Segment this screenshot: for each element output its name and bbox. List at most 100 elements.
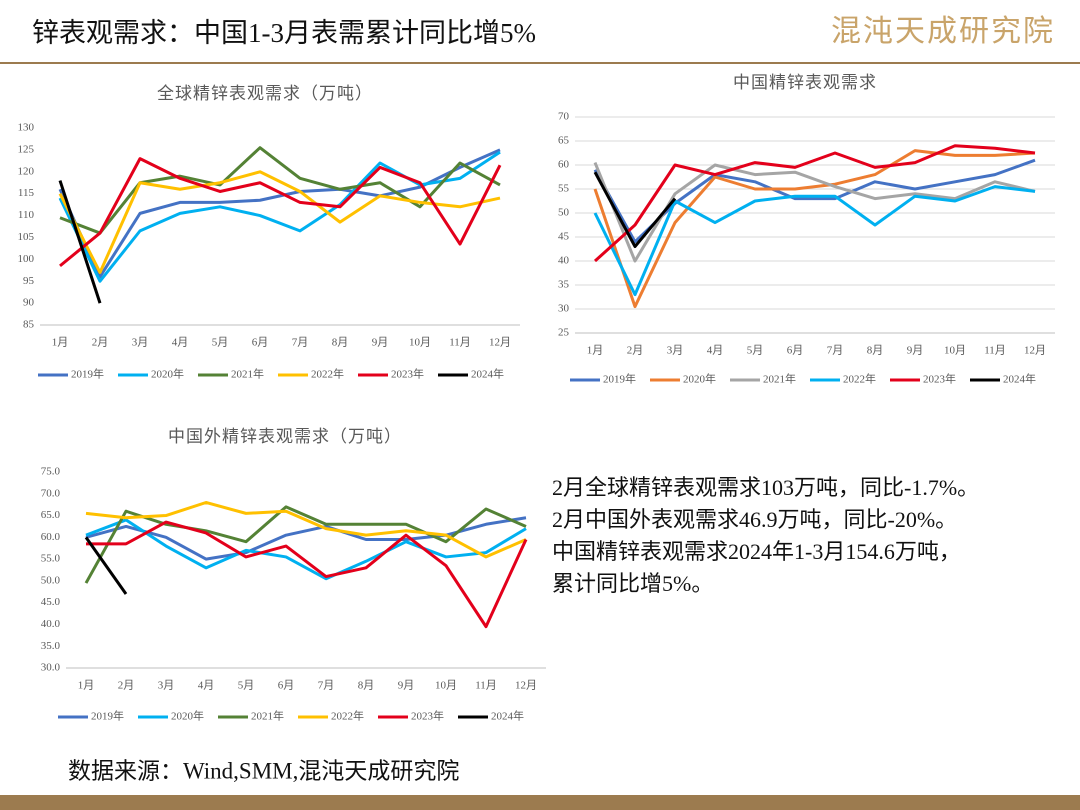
- y-tick-label: 85: [23, 319, 35, 331]
- x-tick-label: 2月: [118, 680, 135, 692]
- legend-label: 2022年: [843, 372, 876, 386]
- y-tick-label: 60.0: [41, 531, 61, 543]
- series-line: [85, 500, 527, 559]
- series-line: [593, 149, 1036, 309]
- legend-label: 2024年: [471, 367, 504, 381]
- x-tick-label: 8月: [867, 345, 884, 357]
- x-tick-label: 8月: [358, 680, 375, 692]
- legend-label: 2023年: [411, 709, 444, 723]
- x-tick-label: 1月: [587, 345, 604, 357]
- series-line: [86, 520, 528, 629]
- note: 2月全球精锌表观需求103万吨，同比-1.7%。: [552, 475, 979, 500]
- y-tick-label: 105: [18, 231, 35, 243]
- series-line: [593, 144, 1036, 263]
- note: 累计同比增5%。: [552, 571, 713, 596]
- x-tick-label: 5月: [212, 337, 229, 349]
- series-line: [58, 170, 501, 274]
- y-tick-label: 70: [558, 111, 570, 123]
- x-tick-label: 6月: [278, 680, 295, 692]
- legend-label: 2021年: [763, 372, 796, 386]
- chart-title: 全球精锌表观需求（万吨）: [157, 84, 373, 103]
- x-tick-label: 3月: [132, 337, 149, 349]
- legend-label: 2024年: [491, 709, 524, 723]
- y-tick-label: 75.0: [41, 466, 61, 478]
- x-tick-label: 3月: [158, 680, 175, 692]
- x-tick-label: 9月: [907, 345, 924, 357]
- series-line: [85, 518, 527, 581]
- y-tick-label: 70.0: [41, 487, 61, 499]
- x-tick-label: 5月: [747, 345, 764, 357]
- x-tick-label: 2月: [92, 337, 109, 349]
- series-line: [593, 162, 1036, 263]
- x-tick-label: 1月: [78, 680, 95, 692]
- y-tick-label: 35: [558, 279, 570, 291]
- x-tick-label: 2月: [627, 345, 644, 357]
- x-tick-label: 7月: [292, 337, 309, 349]
- y-tick-label: 125: [18, 143, 35, 155]
- y-tick-label: 55: [558, 183, 570, 195]
- y-tick-label: 100: [18, 253, 35, 265]
- x-tick-label: 10月: [944, 345, 966, 357]
- y-tick-label: 115: [18, 187, 35, 199]
- x-tick-label: 12月: [515, 680, 537, 692]
- y-tick-label: 30.0: [41, 662, 61, 674]
- series-line: [85, 516, 527, 561]
- y-tick-label: 25: [558, 327, 570, 339]
- legend-label: 2020年: [171, 709, 204, 723]
- y-tick-label: 40: [558, 255, 570, 267]
- x-tick-label: 11月: [449, 337, 471, 349]
- y-tick-label: 120: [18, 165, 35, 177]
- x-tick-label: 7月: [827, 345, 844, 357]
- y-tick-label: 50.0: [41, 574, 61, 586]
- x-tick-label: 11月: [984, 345, 1006, 357]
- y-tick-label: 35.0: [41, 640, 61, 652]
- legend-label: 2021年: [231, 367, 264, 381]
- x-tick-label: 9月: [372, 337, 389, 349]
- series-line: [59, 157, 502, 268]
- x-tick-label: 11月: [475, 680, 497, 692]
- y-tick-label: 30: [558, 303, 570, 315]
- series-line: [84, 536, 128, 595]
- series-line: [58, 180, 102, 304]
- note: 中国精锌表观需求2024年1-3月154.6万吨，: [552, 539, 961, 564]
- legend-label: 2024年: [1003, 372, 1036, 386]
- y-tick-label: 95: [23, 275, 35, 287]
- y-tick-label: 40.0: [41, 618, 61, 630]
- x-tick-label: 3月: [667, 345, 684, 357]
- y-tick-label: 45: [558, 231, 570, 243]
- x-tick-label: 4月: [172, 337, 189, 349]
- y-tick-label: 60: [558, 159, 570, 171]
- legend-label: 2022年: [331, 709, 364, 723]
- slide-title: 锌表观需求：中国1-3月表需累计同比增5%: [32, 18, 536, 48]
- legend-label: 2021年: [251, 709, 284, 723]
- x-tick-label: 6月: [787, 345, 804, 357]
- series-line: [58, 150, 501, 283]
- x-tick-label: 5月: [238, 680, 255, 692]
- y-tick-label: 110: [18, 209, 35, 221]
- series-line: [593, 171, 677, 249]
- series-line: [84, 505, 527, 584]
- x-tick-label: 10月: [435, 680, 457, 692]
- y-tick-label: 130: [18, 122, 35, 134]
- y-tick-label: 50: [558, 207, 570, 219]
- chart-title: 中国精锌表观需求: [733, 73, 877, 92]
- x-tick-label: 12月: [489, 337, 511, 349]
- x-tick-label: 4月: [707, 345, 724, 357]
- x-tick-label: 9月: [398, 680, 415, 692]
- x-tick-label: 10月: [409, 337, 431, 349]
- legend-label: 2019年: [91, 709, 124, 723]
- legend-label: 2019年: [71, 367, 104, 381]
- legend-label: 2020年: [683, 372, 716, 386]
- series-line: [593, 158, 1036, 244]
- series-line: [593, 185, 1036, 297]
- x-tick-label: 8月: [332, 337, 349, 349]
- y-tick-label: 65: [558, 135, 570, 147]
- y-tick-label: 55.0: [41, 553, 61, 565]
- legend-label: 2022年: [311, 367, 344, 381]
- series-line: [59, 146, 501, 235]
- source: 数据来源：Wind,SMM,混沌天成研究院: [68, 758, 459, 783]
- x-tick-label: 4月: [198, 680, 215, 692]
- x-tick-label: 12月: [1024, 345, 1046, 357]
- legend-label: 2019年: [603, 372, 636, 386]
